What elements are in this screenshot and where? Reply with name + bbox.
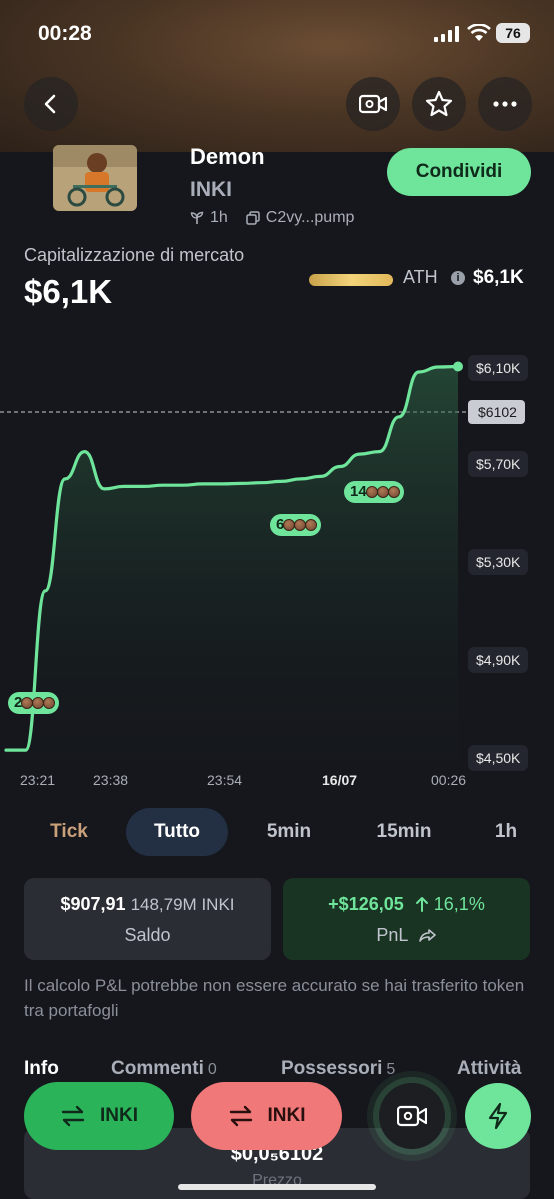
balance-value: $907,91 bbox=[60, 894, 126, 914]
x-axis-label: 16/07 bbox=[322, 772, 358, 788]
tab-activity[interactable]: Attività bbox=[457, 1058, 522, 1079]
live-video-button[interactable] bbox=[379, 1083, 445, 1149]
balance-card[interactable]: $907,91 148,79M INKI Saldo bbox=[24, 878, 271, 960]
back-button[interactable] bbox=[24, 77, 78, 131]
home-indicator bbox=[178, 1184, 376, 1190]
y-axis-label: $5,30K bbox=[468, 549, 529, 575]
x-axis-label: 23:21 bbox=[20, 772, 56, 788]
video-camera-icon bbox=[397, 1105, 427, 1127]
coin-icon bbox=[43, 697, 56, 709]
buy-button[interactable]: INKI bbox=[24, 1082, 174, 1150]
star-icon bbox=[425, 90, 453, 117]
token-age: 1h bbox=[210, 209, 228, 226]
chart-line bbox=[4, 364, 460, 752]
current-price-tag: $6102 bbox=[468, 400, 525, 424]
tab-tick[interactable]: Tick bbox=[50, 821, 88, 842]
tab-comments[interactable]: Commenti 0 bbox=[111, 1058, 217, 1079]
balance-label: Saldo bbox=[124, 925, 171, 945]
market-cap-label: Capitalizzazione di mercato bbox=[24, 245, 245, 265]
share-arrow-icon bbox=[418, 929, 436, 942]
chart-end-point bbox=[453, 361, 463, 372]
price-chart[interactable] bbox=[0, 330, 554, 800]
token-avatar bbox=[53, 145, 137, 211]
status-bar: 00:28 76 bbox=[0, 0, 554, 62]
buy-label: INKI bbox=[100, 1105, 138, 1126]
tab-all[interactable]: Tutto bbox=[126, 808, 228, 856]
token-symbol: INKI bbox=[190, 178, 232, 201]
coin-icon bbox=[387, 486, 400, 498]
status-time: 00:28 bbox=[38, 22, 92, 45]
wifi-icon bbox=[467, 24, 491, 41]
ath-label: ATH bbox=[403, 267, 438, 287]
swap-arrows-icon bbox=[61, 1105, 85, 1127]
chevron-left-icon bbox=[44, 94, 56, 114]
swap-arrows-icon bbox=[229, 1105, 252, 1127]
timeframe-tabs: Tick Tutto 5min 15min 1h bbox=[0, 808, 554, 856]
pnl-disclaimer: Il calcolo P&L potrebbe non essere accur… bbox=[24, 976, 525, 1020]
y-axis-label: $5,70K bbox=[468, 451, 529, 477]
video-camera-icon bbox=[359, 94, 387, 114]
favorite-button[interactable] bbox=[412, 77, 466, 131]
token-address[interactable]: C2vy...pump bbox=[265, 209, 355, 226]
pnl-card[interactable]: +$126,05 16,1% PnL bbox=[283, 878, 530, 960]
y-axis-label: $6,10K bbox=[468, 355, 529, 381]
sprout-icon bbox=[190, 211, 204, 224]
y-axis-label: $4,90K bbox=[468, 647, 529, 673]
trade-marker-count: 14 bbox=[350, 483, 367, 500]
copy-icon[interactable] bbox=[246, 211, 260, 225]
share-button[interactable]: Condividi bbox=[387, 148, 531, 196]
coin-icon bbox=[365, 486, 378, 498]
pnl-label: PnL bbox=[376, 925, 408, 945]
ath-value: $6,1K bbox=[473, 267, 524, 288]
tab-1h[interactable]: 1h bbox=[494, 821, 518, 842]
info-icon[interactable]: i bbox=[451, 271, 465, 285]
pnl-value: +$126,05 bbox=[328, 894, 404, 914]
token-image bbox=[53, 145, 137, 211]
coin-icon bbox=[305, 519, 318, 531]
token-meta: 1h C2vy...pump bbox=[190, 209, 354, 227]
battery-indicator: 76 bbox=[496, 23, 530, 43]
trade-marker-count: 2 bbox=[14, 694, 23, 711]
sell-button[interactable]: INKI bbox=[191, 1082, 342, 1150]
trade-marker[interactable]: 14 bbox=[344, 481, 404, 503]
quick-trade-button[interactable] bbox=[465, 1083, 531, 1149]
tab-holders[interactable]: Possessori 5 bbox=[281, 1058, 396, 1079]
tab-info[interactable]: Info bbox=[24, 1058, 59, 1079]
token-banner bbox=[0, 0, 554, 152]
cellular-signal-icon bbox=[434, 26, 459, 42]
more-dots-icon bbox=[493, 101, 517, 107]
sell-label: INKI bbox=[267, 1105, 306, 1126]
chart-area bbox=[6, 366, 458, 800]
ath-progress-bar bbox=[309, 274, 393, 286]
video-button[interactable] bbox=[346, 77, 400, 131]
tab-5min[interactable]: 5min bbox=[266, 821, 312, 842]
detail-tabs: Info Commenti 0 Possessori 5 Attività bbox=[0, 1058, 554, 1088]
lightning-bolt-icon bbox=[488, 1102, 508, 1130]
coin-icon bbox=[376, 486, 389, 498]
arrow-up-icon bbox=[415, 897, 428, 912]
trade-marker[interactable]: 2 bbox=[8, 692, 60, 714]
tab-15min[interactable]: 15min bbox=[376, 821, 432, 842]
market-cap-value: $6,1K bbox=[24, 273, 113, 310]
x-axis-label: 00:26 bbox=[431, 772, 467, 788]
x-axis-label: 23:38 bbox=[93, 772, 129, 788]
token-name: Demon bbox=[190, 144, 265, 169]
y-axis-label: $4,50K bbox=[468, 745, 529, 771]
more-options-button[interactable] bbox=[478, 77, 532, 131]
trade-marker-count: 6 bbox=[276, 516, 285, 533]
x-axis-label: 23:54 bbox=[207, 772, 243, 788]
pnl-percent: 16,1% bbox=[433, 894, 485, 914]
trade-marker[interactable]: 6 bbox=[270, 514, 322, 536]
balance-amount: 148,79M INKI bbox=[130, 895, 235, 914]
